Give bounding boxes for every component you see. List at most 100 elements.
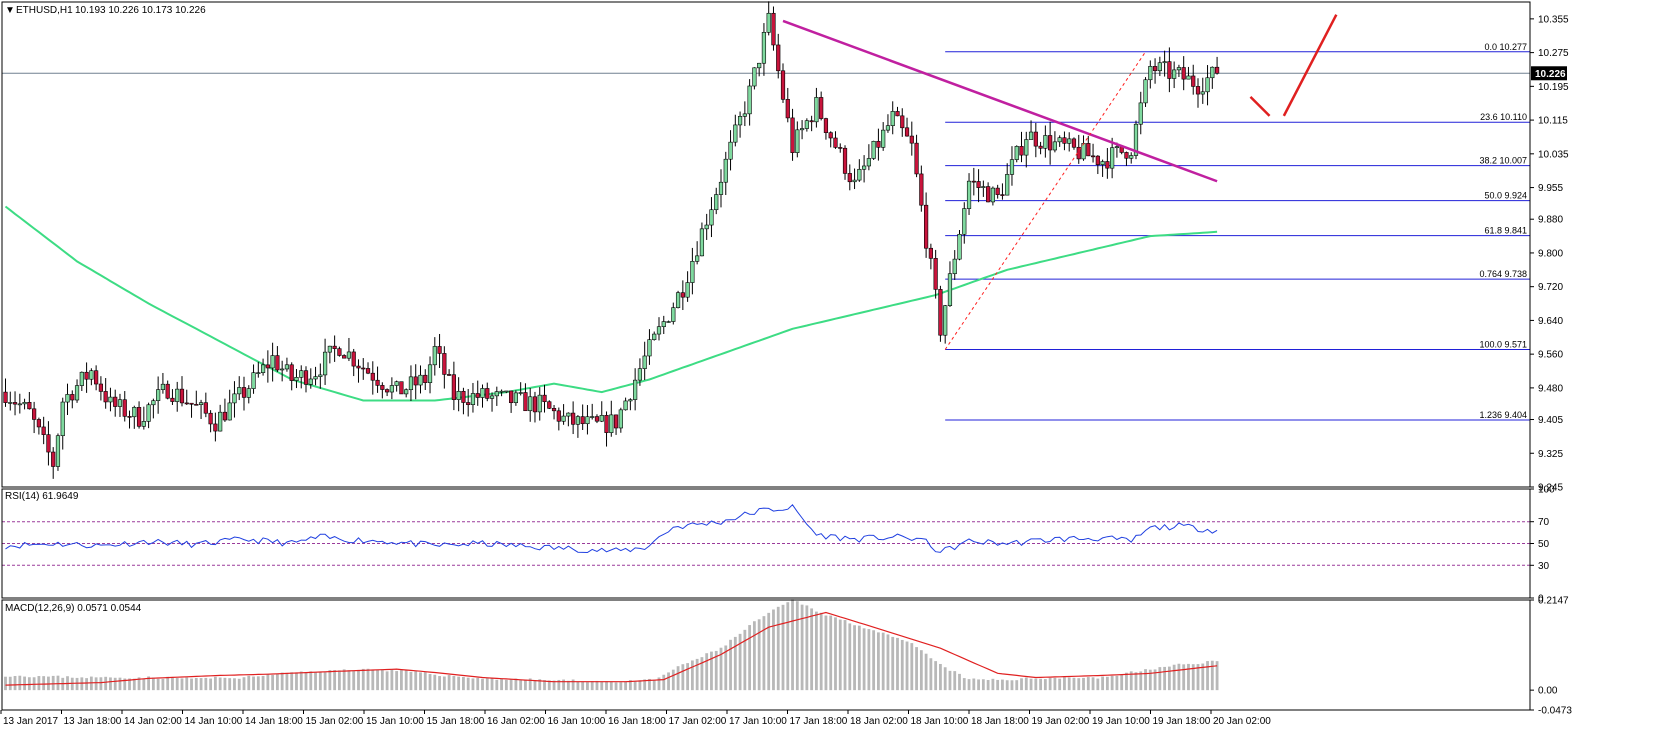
price-tick-label: 10.195 (1538, 82, 1569, 93)
candle-body (485, 388, 490, 399)
candle-body (656, 326, 662, 335)
candle-body (757, 62, 762, 69)
macd-histogram-bar (242, 677, 246, 691)
rsi-tick-label: 30 (1538, 561, 1550, 572)
candle-body (499, 390, 504, 393)
candle-body (365, 368, 371, 374)
macd-histogram-bar (681, 664, 685, 691)
candle-body (280, 368, 285, 371)
macd-histogram-bar (27, 677, 31, 691)
candle-body (141, 421, 146, 427)
macd-histogram-bar (719, 647, 723, 691)
fibonacci-levels[interactable]: 0.0 10.277 23.6 10.110 38.2 10.007 50.0 9.9… (945, 42, 1530, 421)
time-tick-label: 17 Jan 02:00 (669, 716, 727, 727)
candle-body (408, 376, 414, 391)
macd-histogram-bar (686, 663, 690, 691)
candle-body (165, 383, 170, 399)
candle-body (380, 385, 385, 390)
macd-histogram-bar (652, 679, 656, 691)
macd-histogram-bar (380, 669, 384, 691)
macd-histogram-bar (676, 666, 680, 691)
macd-histogram-bar (586, 682, 589, 691)
macd-histogram-bar (185, 677, 189, 691)
candle-body (246, 388, 251, 398)
candle-body (1019, 146, 1024, 156)
macd-histogram-bar (562, 679, 565, 691)
macd-histogram-bar (939, 663, 942, 691)
macd-histogram-bar (533, 680, 537, 691)
candle-body (1210, 66, 1215, 79)
candle-body (1048, 135, 1053, 151)
candle-body (585, 416, 590, 425)
macd-histogram-bar (280, 672, 284, 691)
macd-histogram-bar (829, 615, 833, 691)
candle-body (1009, 159, 1015, 175)
candle-body (1143, 79, 1148, 104)
candle-body (480, 388, 485, 398)
price-tick-label: 9.245 (1538, 483, 1563, 494)
price-tick-label: 9.880 (1538, 215, 1563, 226)
candle-body (404, 389, 409, 395)
projection-down-stroke (1249, 96, 1271, 117)
macd-histogram-bar (972, 678, 976, 691)
candle-body (547, 401, 552, 409)
macd-histogram-bar (323, 672, 327, 691)
candle-body (55, 435, 61, 467)
drawn-lines[interactable] (782, 14, 1338, 350)
macd-histogram-bar (528, 678, 532, 691)
macd-histogram-bar (228, 678, 232, 691)
macd-histogram-bar (1134, 672, 1138, 691)
candle-body (771, 12, 776, 46)
macd-histogram-bar (194, 677, 198, 691)
candle-body (146, 404, 151, 422)
candle-body (790, 117, 795, 153)
candle-body (151, 400, 156, 406)
macd-histogram-bar (85, 678, 88, 691)
macd-histogram-bar (877, 632, 880, 691)
macd-histogram-bar (886, 634, 890, 691)
macd-histogram-bar (1063, 677, 1066, 691)
macd-histogram-bar (151, 677, 155, 691)
symbol-dropdown-icon[interactable]: ▼ (5, 5, 15, 16)
candle-body (413, 376, 418, 386)
macd-histogram-bar (910, 643, 914, 691)
macd-histogram-bar (714, 650, 718, 691)
candle-body (332, 345, 337, 349)
candle-body (871, 140, 876, 159)
macd-histogram-bar (1144, 669, 1147, 691)
macd-histogram-bar (896, 637, 899, 691)
candle-body (623, 400, 628, 411)
macd-histogram-bar (733, 636, 737, 691)
candle-body (861, 165, 867, 170)
candle-body (1167, 61, 1172, 79)
candle-body (184, 402, 189, 405)
macd-histogram-bar (633, 681, 637, 691)
time-tick-label: 16 Jan 18:00 (608, 716, 666, 727)
macd-histogram-bar (667, 672, 670, 691)
candle-body (695, 255, 700, 262)
macd-histogram-bar (271, 674, 275, 691)
candle-body (361, 367, 366, 370)
macd-histogram-bar (948, 670, 952, 691)
candle-body (842, 147, 848, 174)
macd-histogram-bar (614, 682, 618, 691)
candle-body (222, 411, 228, 421)
candle-body (79, 371, 84, 386)
resistance-trendline (782, 19, 1218, 183)
macd-histogram-bar (748, 625, 752, 691)
candle-body (1043, 135, 1048, 149)
macd-histogram-bar (209, 678, 213, 691)
fib-level-label: 38.2 10.007 (1479, 156, 1527, 166)
macd-histogram-bar (729, 639, 732, 691)
candle-body (8, 402, 13, 404)
candle-body (1038, 145, 1043, 149)
macd-histogram-bar (318, 672, 322, 691)
candle-body (799, 128, 805, 131)
candle-body (966, 180, 972, 209)
macd-histogram-bar (13, 676, 17, 691)
macd-histogram-bar (285, 673, 289, 691)
candle-body (94, 370, 99, 385)
candle-body (594, 416, 600, 422)
macd-histogram-bar (1120, 674, 1124, 691)
